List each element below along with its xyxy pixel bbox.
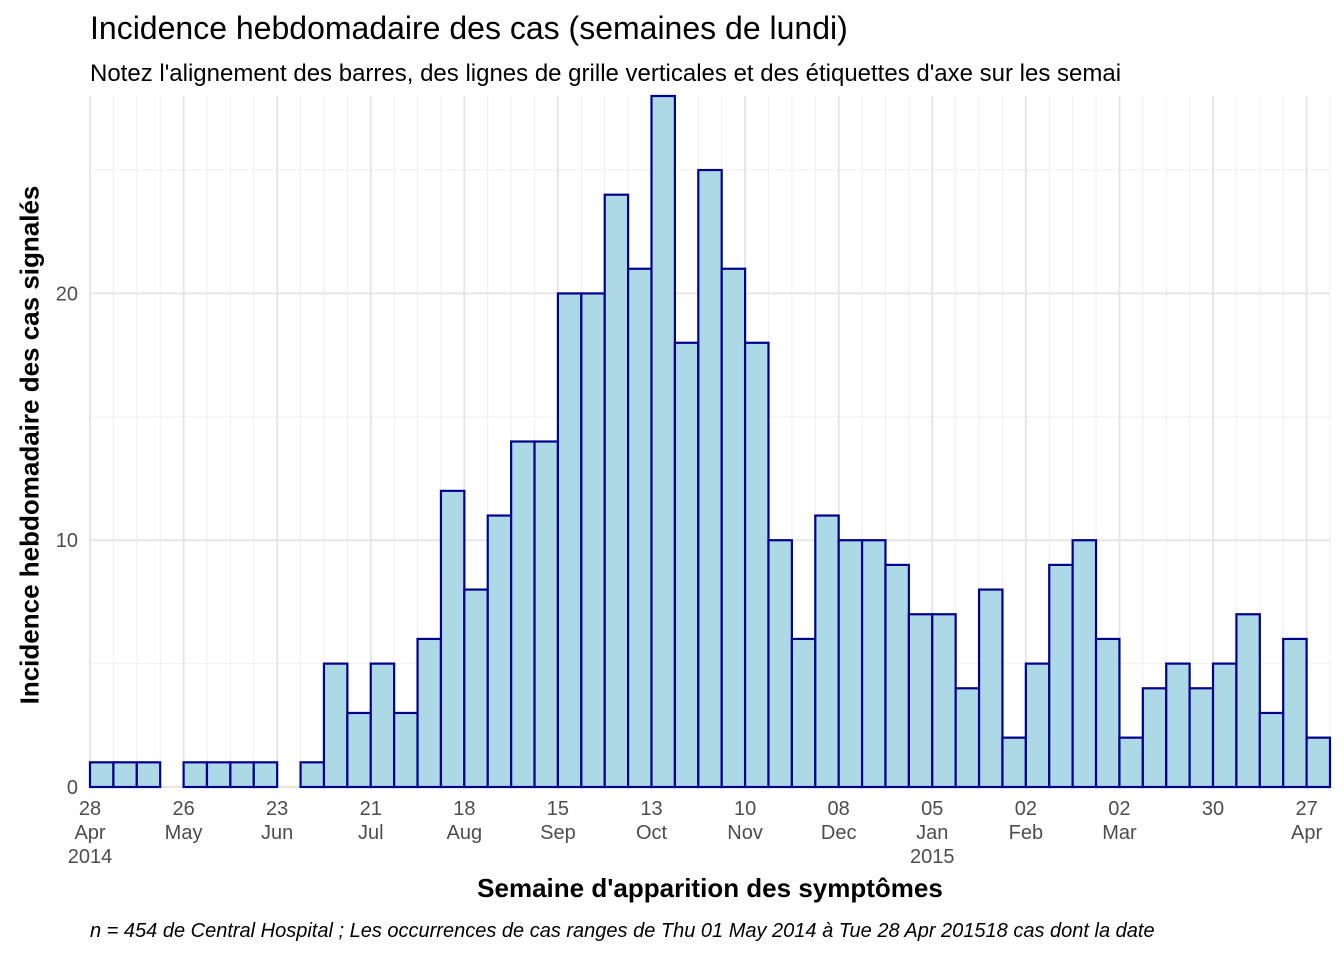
bar [182,761,209,789]
bar [1211,662,1238,789]
x-tick-labels: 28 Apr 2014 26 May 23 Jun 21 Jul 18 Aug 15 Sep 13 Oct 1… [68,798,1323,868]
bar [790,637,817,789]
bar [1118,736,1144,789]
bar [954,687,981,789]
bar [533,440,560,789]
x-tick-label: 26 May [165,798,203,844]
bar [1141,687,1168,789]
x-tick-label: 10 Nov [727,798,763,844]
bar [860,539,887,789]
bar [814,514,840,789]
bar [1024,662,1051,789]
x-tick-label: 02 Feb [1009,798,1043,844]
bar [977,588,1004,789]
x-axis-label: Semaine d'apparition des symptômes [477,873,943,903]
bar [907,613,934,789]
bar [463,588,489,789]
bar [229,761,255,789]
x-tick-label: 27 Apr [1291,798,1322,844]
bar [393,711,419,789]
bar [299,761,326,789]
bar [580,292,606,789]
bar [767,539,793,789]
bar [135,761,162,789]
bars [88,94,1332,789]
chart-caption: n = 454 de Central Hospital ; Les occurr… [90,920,1155,942]
bar [346,711,372,789]
y-tick-label: 20 [56,283,78,305]
bar [720,267,747,789]
bar [1071,539,1098,789]
x-tick-label: 18 Aug [447,798,483,844]
bar [603,193,630,789]
bar [1048,563,1074,789]
bar [837,539,864,789]
x-tick-label: 13 Oct [636,798,668,844]
bar [673,341,700,789]
bar [486,514,513,789]
y-tick-label: 10 [56,530,78,552]
bar [650,94,677,789]
bar [697,168,723,789]
x-tick-label: 02 Mar [1102,798,1137,844]
bar [252,761,279,789]
chart-title: Incidence hebdomadaire des cas (semaines… [90,10,848,46]
bar [369,662,396,789]
bar [1188,687,1215,789]
bar [205,761,232,789]
y-tick-label: 0 [67,777,78,799]
bar [556,292,583,789]
x-tick-label: 08 Dec [821,798,857,844]
bar [510,440,536,789]
x-tick-label: 05 Jan 2015 [910,798,955,868]
bar [322,662,349,789]
x-tick-label: 28 Apr 2014 [68,798,113,868]
bar [1258,711,1285,789]
bar [884,563,910,789]
bar [931,613,957,789]
y-axis-label: Incidence hebdomadaire des cas signalés [14,185,45,705]
x-tick-label: 23 Jun [261,798,293,844]
bar [88,761,115,789]
chart-subtitle: Notez l'alignement des barres, des ligne… [90,60,1122,87]
y-tick-labels: 0 10 20 [56,283,78,799]
bar [1094,637,1121,789]
bar [1001,736,1027,789]
x-tick-label: 15 Sep [540,798,576,844]
bar [439,489,466,789]
bar [1165,662,1191,789]
x-tick-label: 30 [1202,798,1224,820]
bar [1305,736,1332,789]
bar [1282,637,1308,789]
x-tick-label: 21 Jul [358,798,384,844]
bar [1235,613,1261,789]
bar [416,637,443,789]
bar [627,267,653,789]
bar [743,341,770,789]
bar [112,761,138,789]
